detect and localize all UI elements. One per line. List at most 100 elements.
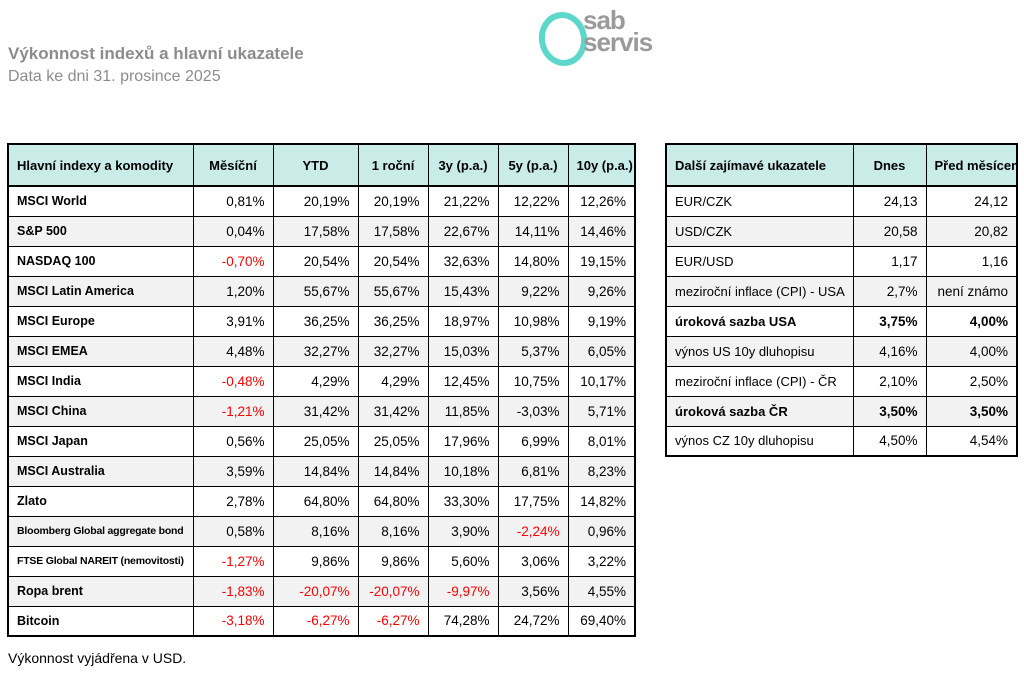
value-cell: 17,58% [272, 215, 359, 247]
value-cell: -1,27% [192, 545, 274, 577]
logo-wordmark: sab servis [583, 5, 653, 57]
table-row: FTSE Global NAREIT (nemovitosti) -1,27% 9,… [7, 545, 636, 577]
value-cell: -6,27% [272, 605, 359, 637]
value-cell: -3,18% [192, 605, 274, 637]
column-header-indices: Hlavní indexy a komodity [7, 143, 194, 187]
row-label: výnos CZ 10y dluhopisu [665, 425, 854, 457]
table-row: Ropa brent -1,83% -20,07% -20,07% -9,97% 3,56… [7, 575, 636, 607]
table-row: MSCI Latin America 1,20% 55,67% 55,67% 15,43… [7, 275, 636, 307]
value-cell: 20,58 [852, 215, 927, 247]
value-cell: 14,84% [357, 455, 429, 487]
value-cell: -6,27% [357, 605, 429, 637]
value-cell: 3,90% [427, 515, 499, 547]
table-row: USD/CZK 20,58 20,82 [665, 215, 1018, 247]
value-cell: 17,96% [427, 425, 499, 457]
row-label: MSCI Japan [7, 425, 194, 457]
table-row: MSCI China -1,21% 31,42% 31,42% 11,85% -3,03%… [7, 395, 636, 427]
value-cell: 31,42% [272, 395, 359, 427]
row-label: MSCI World [7, 185, 194, 217]
value-cell: 24,72% [497, 605, 569, 637]
row-label: MSCI Europe [7, 305, 194, 337]
value-cell: 6,81% [497, 455, 569, 487]
value-cell: 4,29% [272, 365, 359, 397]
value-cell: 9,86% [272, 545, 359, 577]
column-header-ytd: YTD [272, 143, 359, 187]
table-header-row: Hlavní indexy a komodity Měsíční YTD 1 r… [7, 143, 636, 187]
other-indicators-table: Další zajímavé ukazatele Dnes Před měsíc… [665, 143, 1018, 457]
value-cell: 5,71% [567, 395, 636, 427]
sab-servis-logo: sab servis [536, 5, 666, 66]
table-row: MSCI Japan 0,56% 25,05% 25,05% 17,96% 6,99% 8,… [7, 425, 636, 457]
value-cell: 3,50% [852, 395, 927, 427]
page-title: Výkonnost indexů a hlavní ukazatele [8, 44, 304, 63]
value-cell: 18,97% [427, 305, 499, 337]
row-label: USD/CZK [665, 215, 854, 247]
table-row: MSCI EMEA 4,48% 32,27% 32,27% 15,03% 5,37% 6,0… [7, 335, 636, 367]
value-cell: 20,82 [925, 215, 1018, 247]
value-cell: -20,07% [357, 575, 429, 607]
row-label: Bloomberg Global aggregate bond [7, 515, 194, 547]
value-cell: 5,37% [497, 335, 569, 367]
row-label: MSCI India [7, 365, 194, 397]
value-cell: 14,80% [497, 245, 569, 277]
table-row: úroková sazba USA 3,75% 4,00% [665, 305, 1018, 337]
value-cell: 74,28% [427, 605, 499, 637]
value-cell: 24,12 [925, 185, 1018, 217]
value-cell: 55,67% [357, 275, 429, 307]
value-cell: 9,26% [567, 275, 636, 307]
logo-word-sab: sab [583, 5, 626, 35]
value-cell: 0,81% [192, 185, 274, 217]
logo-word-servis: servis [583, 27, 653, 57]
row-label: NASDAQ 100 [7, 245, 194, 277]
value-cell: 4,00% [925, 305, 1018, 337]
value-cell: 4,55% [567, 575, 636, 607]
value-cell: 25,05% [272, 425, 359, 457]
value-cell: 15,43% [427, 275, 499, 307]
value-cell: 36,25% [357, 305, 429, 337]
value-cell: 12,45% [427, 365, 499, 397]
value-cell: 10,18% [427, 455, 499, 487]
column-header-monthly: Měsíční [192, 143, 274, 187]
value-cell: 33,30% [427, 485, 499, 517]
value-cell: 3,91% [192, 305, 274, 337]
column-header-month-ago: Před měsícem [925, 143, 1018, 187]
value-cell: -3,03% [497, 395, 569, 427]
table-row: meziroční inflace (CPI) - ČR 2,10% 2,50% [665, 365, 1018, 397]
value-cell: 8,01% [567, 425, 636, 457]
value-cell: 25,05% [357, 425, 429, 457]
value-cell: 4,54% [925, 425, 1018, 457]
column-header-3y: 3y (p.a.) [427, 143, 499, 187]
column-header-1y: 1 roční [357, 143, 429, 187]
value-cell: 32,63% [427, 245, 499, 277]
table-row: Bloomberg Global aggregate bond 0,58% 8,16… [7, 515, 636, 547]
value-cell: 12,22% [497, 185, 569, 217]
value-cell: 32,27% [357, 335, 429, 367]
column-header-today: Dnes [852, 143, 927, 187]
value-cell: 6,05% [567, 335, 636, 367]
row-label: FTSE Global NAREIT (nemovitosti) [7, 545, 194, 577]
column-header-5y: 5y (p.a.) [497, 143, 569, 187]
value-cell: 15,03% [427, 335, 499, 367]
value-cell: 10,75% [497, 365, 569, 397]
value-cell: -1,83% [192, 575, 274, 607]
value-cell: 0,58% [192, 515, 274, 547]
row-label: S&P 500 [7, 215, 194, 247]
table-row: výnos CZ 10y dluhopisu 4,50% 4,54% [665, 425, 1018, 457]
value-cell: 4,00% [925, 335, 1018, 367]
column-header-10y: 10y (p.a.) [567, 143, 636, 187]
table-row: úroková sazba ČR 3,50% 3,50% [665, 395, 1018, 427]
value-cell: 20,54% [357, 245, 429, 277]
value-cell: 10,98% [497, 305, 569, 337]
value-cell: 9,19% [567, 305, 636, 337]
value-cell: 20,54% [272, 245, 359, 277]
table-row: EUR/CZK 24,13 24,12 [665, 185, 1018, 217]
value-cell: 0,56% [192, 425, 274, 457]
value-cell: 14,82% [567, 485, 636, 517]
value-cell: 8,23% [567, 455, 636, 487]
value-cell: 24,13 [852, 185, 927, 217]
value-cell: 10,17% [567, 365, 636, 397]
row-label: Bitcoin [7, 605, 194, 637]
value-cell: 22,67% [427, 215, 499, 247]
value-cell: 55,67% [272, 275, 359, 307]
